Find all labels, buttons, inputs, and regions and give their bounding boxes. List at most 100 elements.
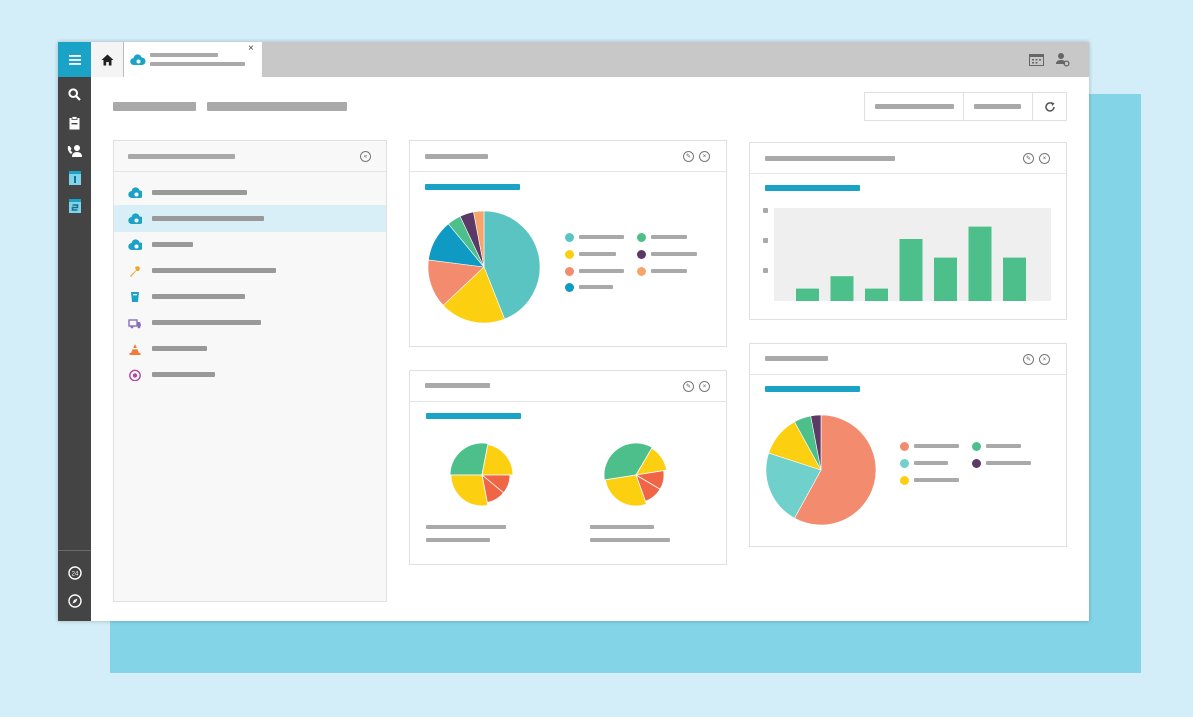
- mini-chart-caption: [590, 525, 654, 529]
- widget-accent-bar: [425, 184, 520, 190]
- pie-slice-6[interactable]: [473, 211, 485, 268]
- breadcrumb-root[interactable]: [113, 102, 196, 111]
- tab-title-line: [150, 53, 218, 57]
- bar-4[interactable]: [934, 257, 957, 301]
- pie-slice-1[interactable]: [635, 447, 668, 476]
- list-panel-header: «: [114, 141, 386, 172]
- refresh-button[interactable]: [1033, 93, 1066, 120]
- bar-3[interactable]: [899, 239, 923, 301]
- svg-text:24: 24: [71, 571, 78, 577]
- document-tab[interactable]: ×: [124, 42, 262, 77]
- widget-pie-chart-2: ✎ ×: [749, 343, 1067, 547]
- y-tick: [763, 238, 768, 243]
- bar-chart: [774, 208, 1051, 301]
- edit-button[interactable]: ✎: [683, 151, 694, 162]
- calendar-1-icon: [68, 171, 81, 185]
- close-icon: ×: [1042, 155, 1047, 162]
- cloud-icon: [128, 187, 142, 199]
- list-panel-title: [128, 154, 235, 159]
- toolbar-button-2[interactable]: [964, 93, 1032, 120]
- pie-slice-0[interactable]: [794, 415, 876, 525]
- mini-chart-subcaption: [426, 538, 490, 542]
- list-item-label: [152, 242, 193, 247]
- bar-5[interactable]: [968, 226, 992, 301]
- pie-slice-4[interactable]: [604, 474, 648, 507]
- pie-slice-0[interactable]: [604, 443, 653, 481]
- collapse-button[interactable]: «: [360, 151, 371, 162]
- pie-chart: [428, 211, 540, 323]
- close-button[interactable]: ×: [1039, 354, 1050, 365]
- list-item[interactable]: [114, 283, 386, 310]
- collapse-icon: «: [363, 153, 368, 160]
- tab-close-button[interactable]: ×: [248, 43, 254, 54]
- calendar-grid-icon[interactable]: [1029, 54, 1044, 66]
- clock-icon: 24: [67, 565, 82, 580]
- list-item[interactable]: [114, 231, 386, 258]
- tab-subtitle-line: [150, 62, 245, 66]
- edit-button[interactable]: ✎: [1023, 153, 1034, 164]
- widget-header: ✎ ×: [410, 141, 726, 172]
- edit-icon: ✎: [1025, 155, 1032, 162]
- legend-dot-teal: [565, 233, 574, 242]
- menu-button[interactable]: [58, 42, 91, 77]
- y-tick: [763, 268, 768, 273]
- bucket-icon: [131, 292, 139, 302]
- close-button[interactable]: ×: [699, 151, 710, 162]
- sidebar-item-calendar-1[interactable]: [66, 169, 83, 186]
- list-item-label: [152, 216, 264, 221]
- pie-slice-1[interactable]: [442, 266, 506, 323]
- sidebar-item-clipboard[interactable]: [66, 114, 83, 131]
- hamburger-icon: [68, 54, 81, 65]
- list-panel: «: [113, 140, 387, 602]
- legend-dot-purple: [972, 459, 981, 468]
- toolbar-group: [864, 92, 1067, 121]
- sidebar-item-search[interactable]: [66, 86, 83, 103]
- edit-button[interactable]: ✎: [683, 381, 694, 392]
- close-button[interactable]: ×: [1039, 153, 1050, 164]
- cloud-icon: [128, 239, 142, 251]
- sidebar-item-calendar-2[interactable]: [66, 197, 83, 214]
- wrench-icon: [130, 266, 140, 277]
- list-item[interactable]: [114, 205, 386, 232]
- list-item-label: [152, 372, 215, 377]
- list-item[interactable]: [114, 335, 386, 362]
- legend-dot-purple: [637, 250, 646, 259]
- widget-accent-bar: [765, 185, 860, 191]
- pie-slice-1[interactable]: [481, 444, 514, 476]
- bar-0[interactable]: [796, 288, 819, 301]
- bar-2[interactable]: [865, 288, 888, 301]
- mini-chart-subcaption: [590, 538, 670, 542]
- pie-slice-1[interactable]: [766, 452, 822, 519]
- pie-chart: [766, 415, 876, 525]
- toolbar-button-1[interactable]: [865, 93, 963, 120]
- user-settings-icon[interactable]: [1055, 52, 1070, 67]
- widget-title: [425, 383, 490, 388]
- mini-chart-caption: [426, 525, 506, 529]
- list-item[interactable]: [114, 257, 386, 284]
- list-item-label: [152, 268, 276, 273]
- list-item-label: [152, 294, 245, 299]
- pie-slice-4[interactable]: [810, 415, 822, 471]
- cloud-icon: [128, 213, 142, 225]
- calendar-2-icon: [68, 199, 81, 213]
- sidebar-item-phone-user[interactable]: [66, 142, 83, 159]
- bar-6[interactable]: [1003, 257, 1026, 301]
- edit-button[interactable]: ✎: [1023, 354, 1034, 365]
- pie-slice-0[interactable]: [483, 211, 540, 320]
- target-icon: [129, 369, 141, 381]
- pie-slice-0[interactable]: [450, 443, 489, 476]
- bar-1[interactable]: [830, 276, 854, 301]
- legend-dot-green: [972, 442, 981, 451]
- sidebar-item-clock[interactable]: 24: [66, 564, 83, 581]
- refresh-icon: [1044, 101, 1055, 112]
- close-icon: ×: [1042, 356, 1047, 363]
- edit-icon: ✎: [685, 153, 692, 160]
- list-item[interactable]: [114, 361, 386, 388]
- pie-slice-4[interactable]: [450, 474, 489, 507]
- sidebar-item-compass[interactable]: [66, 592, 83, 609]
- home-tab[interactable]: [91, 42, 124, 77]
- widget-title: [765, 156, 895, 161]
- list-item[interactable]: [114, 179, 386, 206]
- close-button[interactable]: ×: [699, 381, 710, 392]
- list-item[interactable]: [114, 309, 386, 336]
